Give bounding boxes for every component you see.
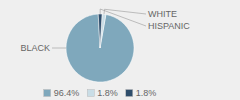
slice-label: BLACK [20, 43, 50, 53]
legend-swatch [44, 90, 51, 97]
leader-line [104, 9, 146, 14]
slice-label: HISPANIC [148, 21, 190, 31]
legend: 96.4% 1.8% 1.8% [44, 88, 157, 98]
background [0, 0, 240, 100]
pie [66, 14, 134, 82]
leader-line [100, 9, 146, 26]
pie-slice [66, 14, 134, 82]
legend-item: 1.8% [87, 88, 118, 98]
legend-swatch [126, 90, 133, 97]
legend-label: 1.8% [136, 88, 157, 98]
legend-label: 96.4% [54, 88, 80, 98]
pie-slice [98, 14, 102, 48]
legend-item: 96.4% [44, 88, 80, 98]
legend-swatch [87, 90, 94, 97]
legend-label: 1.8% [97, 88, 118, 98]
slice-label: WHITE [148, 9, 177, 19]
chart: BLACK WHITE HISPANIC 96.4% 1.8% 1.8% [0, 0, 240, 100]
legend-item: 1.8% [126, 88, 157, 98]
leader-line [52, 48, 66, 49]
annotations: BLACK WHITE HISPANIC [20, 9, 190, 53]
